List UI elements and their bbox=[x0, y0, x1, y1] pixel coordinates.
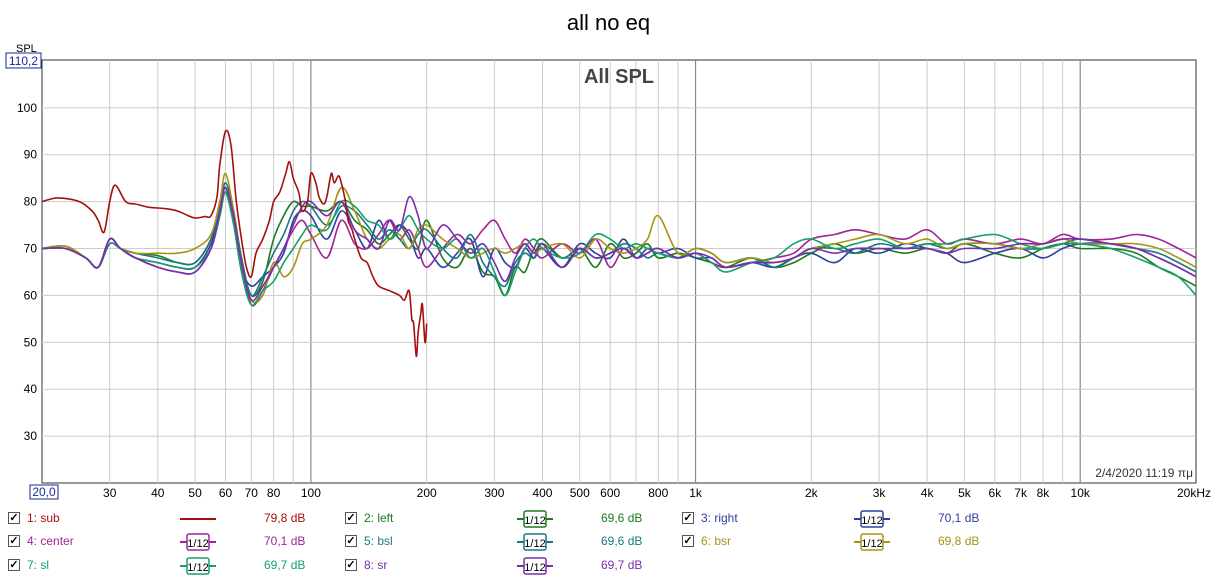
y-tick-label: 90 bbox=[24, 148, 38, 162]
x-tick-label: 50 bbox=[188, 486, 202, 500]
series-name: 7: sl bbox=[27, 558, 50, 572]
series-name: 2: left bbox=[364, 511, 394, 525]
timestamp: 2/4/2020 11:19 πμ bbox=[1095, 466, 1193, 480]
y-tick-label: 50 bbox=[24, 335, 38, 349]
series-name: 8: sr bbox=[364, 558, 388, 572]
x-tick-label: 1k bbox=[689, 486, 703, 500]
series-value: 69,7 dB bbox=[601, 558, 643, 572]
series-value: 69,8 dB bbox=[938, 534, 980, 548]
x-tick-label: 300 bbox=[484, 486, 504, 500]
y-max-label: 110,2 bbox=[9, 54, 38, 68]
x-tick-label: 80 bbox=[267, 486, 281, 500]
series-checkbox[interactable]: ✓ bbox=[345, 559, 357, 571]
legend-item-3[interactable]: ✓ 3: right 1/12 70,1 dB bbox=[682, 509, 1012, 529]
smoothing-label: 1/12 bbox=[861, 538, 882, 550]
series-checkbox[interactable]: ✓ bbox=[345, 535, 357, 547]
x-tick-label: 8k bbox=[1037, 486, 1051, 500]
y-tick-label: 100 bbox=[17, 101, 37, 115]
series-swatch[interactable]: 1/12 bbox=[178, 532, 218, 552]
series-value: 69,6 dB bbox=[601, 511, 643, 525]
y-tick-label: 80 bbox=[24, 195, 38, 209]
series-value: 69,7 dB bbox=[264, 558, 306, 572]
chart-title: All SPL bbox=[584, 66, 654, 88]
series-line-1 bbox=[41, 129, 428, 358]
series-value: 70,1 dB bbox=[938, 511, 980, 525]
y-axis-label: SPL bbox=[16, 43, 37, 55]
series-name: 4: center bbox=[27, 534, 74, 548]
x-tick-label: 4k bbox=[921, 486, 935, 500]
y-tick-label: 60 bbox=[24, 288, 38, 302]
x-tick-label: 60 bbox=[219, 486, 233, 500]
x-tick-label: 6k bbox=[989, 486, 1003, 500]
y-tick-label: 40 bbox=[24, 382, 38, 396]
x-tick-label: 70 bbox=[245, 486, 259, 500]
window-title: all no eq bbox=[566, 10, 651, 35]
series-value: 69,6 dB bbox=[601, 534, 643, 548]
y-tick-label: 70 bbox=[24, 242, 38, 256]
legend-item-1[interactable]: ✓ 1: sub 79,8 dB bbox=[8, 509, 338, 529]
smoothing-label: 1/12 bbox=[524, 515, 545, 527]
series-name: 5: bsl bbox=[364, 534, 393, 548]
series-line-8 bbox=[41, 186, 1197, 302]
smoothing-label: 1/12 bbox=[861, 515, 882, 527]
series-checkbox[interactable]: ✓ bbox=[682, 512, 694, 524]
series-checkbox[interactable]: ✓ bbox=[345, 512, 357, 524]
series-line-7 bbox=[41, 191, 1197, 307]
series-swatch[interactable]: 1/12 bbox=[515, 509, 555, 529]
series-line-6 bbox=[41, 172, 1197, 304]
x-tick-label: 100 bbox=[301, 486, 321, 500]
x-tick-label: 7k bbox=[1014, 486, 1028, 500]
legend-item-6[interactable]: ✓ 6: bsr 1/12 69,8 dB bbox=[682, 532, 1012, 552]
series-swatch[interactable]: 1/12 bbox=[852, 532, 892, 552]
series-swatch[interactable]: 1/12 bbox=[178, 556, 218, 576]
smoothing-label: 1/12 bbox=[187, 538, 208, 550]
legend-item-8[interactable]: ✓ 8: sr 1/12 69,7 dB bbox=[345, 556, 675, 576]
smoothing-label: 1/12 bbox=[524, 562, 545, 574]
x-tick-label: 600 bbox=[600, 486, 620, 500]
x-tick-label: 20kHz bbox=[1177, 486, 1211, 500]
series-value: 79,8 dB bbox=[264, 511, 306, 525]
series-swatch[interactable]: 1/12 bbox=[515, 556, 555, 576]
series-name: 3: right bbox=[701, 511, 738, 525]
series-swatch[interactable]: 1/12 bbox=[852, 509, 892, 529]
x-tick-label: 30 bbox=[103, 486, 117, 500]
series-name: 1: sub bbox=[27, 511, 60, 525]
x-min-label: 20,0 bbox=[32, 485, 56, 499]
x-min-box bbox=[29, 484, 59, 500]
x-tick-label: 5k bbox=[958, 486, 972, 500]
x-tick-label: 10k bbox=[1071, 486, 1091, 500]
x-tick-label: 800 bbox=[648, 486, 668, 500]
series-value: 70,1 dB bbox=[264, 534, 306, 548]
x-tick-label: 3k bbox=[873, 486, 887, 500]
x-tick-label: 500 bbox=[570, 486, 590, 500]
series-checkbox[interactable]: ✓ bbox=[682, 535, 694, 547]
series-checkbox[interactable]: ✓ bbox=[8, 535, 20, 547]
legend-item-7[interactable]: ✓ 7: sl 1/12 69,7 dB bbox=[8, 556, 338, 576]
series-swatch[interactable] bbox=[178, 509, 218, 529]
y-tick-label: 30 bbox=[24, 429, 38, 443]
series-name: 6: bsr bbox=[701, 534, 732, 548]
smoothing-label: 1/12 bbox=[187, 562, 208, 574]
plot-area bbox=[41, 59, 1197, 484]
smoothing-label: 1/12 bbox=[524, 538, 545, 550]
x-tick-label: 40 bbox=[151, 486, 165, 500]
series-swatch[interactable]: 1/12 bbox=[515, 532, 555, 552]
legend-item-2[interactable]: ✓ 2: left 1/12 69,6 dB bbox=[345, 509, 675, 529]
series-checkbox[interactable]: ✓ bbox=[8, 512, 20, 524]
x-tick-label: 2k bbox=[805, 486, 819, 500]
series-checkbox[interactable]: ✓ bbox=[8, 559, 20, 571]
x-tick-label: 400 bbox=[532, 486, 552, 500]
y-max-box bbox=[5, 52, 42, 69]
x-tick-label: 200 bbox=[417, 486, 437, 500]
legend-item-5[interactable]: ✓ 5: bsl 1/12 69,6 dB bbox=[345, 532, 675, 552]
legend-item-4[interactable]: ✓ 4: center 1/12 70,1 dB bbox=[8, 532, 338, 552]
